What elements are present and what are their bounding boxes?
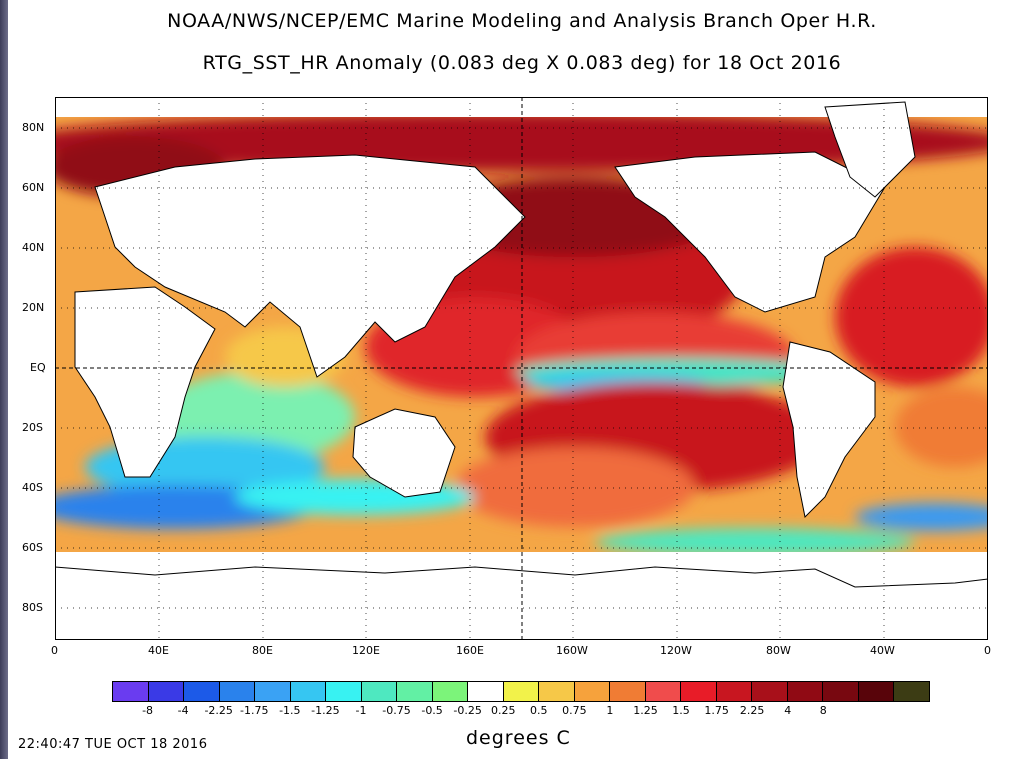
colorbar-box [539,682,575,701]
lon-label-120w: 120W [660,644,692,657]
lon-label-40e: 40E [148,644,169,657]
colorbar-tick-label: -4 [177,704,189,717]
colorbar-tick-label: 4 [784,704,792,717]
colorbar-tick-label: -0.75 [382,704,411,717]
colorbar [112,681,930,702]
map-title: NOAA/NWS/NCEP/EMC Marine Modeling and An… [167,10,877,32]
colorbar-box [894,682,929,701]
colorbar-box [255,682,291,701]
lon-label-0: 0 [51,644,58,657]
colorbar-tick-label: 1.25 [633,704,658,717]
colorbar-tick-label: 0.75 [562,704,587,717]
lat-label-40n: 40N [22,241,45,254]
colorbar-tick-label: -0.5 [421,704,443,717]
units-label: degrees C [466,727,571,749]
colorbar-tick-label: -2.25 [204,704,233,717]
lat-label-80n: 80N [22,121,45,134]
colorbar-tick-label: 8 [819,704,827,717]
graticule [55,97,988,640]
lat-label-eq: EQ [30,361,46,374]
colorbar-box [752,682,788,701]
lat-label-60s: 60S [22,541,43,554]
colorbar-tick-label: -1.75 [240,704,269,717]
colorbar-box [219,682,256,701]
lon-label-120e: 120E [352,644,380,657]
reference-lines [55,97,988,640]
colorbar-tick-label: 1 [606,704,614,717]
colorbar-tick-label: -1.25 [311,704,340,717]
colorbar-box [574,682,611,701]
colorbar-tick-label: -1.5 [279,704,301,717]
colorbar-tick-label: -0.25 [453,704,482,717]
colorbar-tick-label: 1.5 [672,704,690,717]
colorbar-box [645,682,682,701]
colorbar-box [716,682,753,701]
colorbar-box [823,682,859,701]
lon-label-40w: 40W [870,644,895,657]
lon-label-160w: 160W [556,644,588,657]
colorbar-box [361,682,398,701]
colorbar-tick-label: 0.5 [530,704,548,717]
colorbar-box [858,682,895,701]
colorbar-tick-label: -1 [355,704,367,717]
colorbar-tick-label: -8 [142,704,154,717]
lat-label-80s: 80S [22,601,43,614]
lat-label-20n: 20N [22,301,45,314]
colorbar-box [184,682,220,701]
colorbar-box [113,682,149,701]
lat-label-20s: 20S [22,421,43,434]
colorbar-tick-label: 1.75 [704,704,729,717]
map-frame [55,97,988,640]
colorbar-box [468,682,504,701]
sst-anomaly-map [55,97,988,640]
colorbar-tick-label: 2.25 [739,704,765,717]
colorbar-box [432,682,469,701]
lat-label-40s: 40S [22,481,43,494]
lon-label-160e: 160E [456,644,484,657]
colorbar-box [610,682,646,701]
lon-label-0-east: 0 [984,644,991,657]
colorbar-box [326,682,362,701]
timestamp: 22:40:47 TUE OCT 18 2016 [18,737,208,752]
colorbar-box [503,682,540,701]
colorbar-box [290,682,327,701]
lon-label-80w: 80W [766,644,791,657]
lat-label-60n: 60N [22,181,45,194]
window-edge [0,0,8,759]
colorbar-tick-label: 0.25 [490,704,516,717]
colorbar-box [397,682,433,701]
colorbar-box [787,682,824,701]
colorbar-box [681,682,717,701]
lon-label-80e: 80E [252,644,273,657]
colorbar-box [148,682,185,701]
map-subtitle: RTG_SST_HR Anomaly (0.083 deg X 0.083 de… [202,52,842,74]
